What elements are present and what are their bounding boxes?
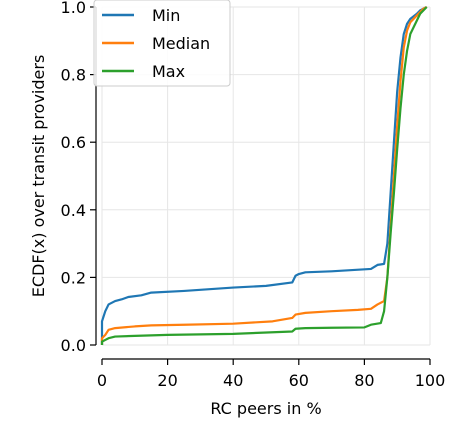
- y-ticks: 0.0 0.2 0.4 0.6 0.8 1.0: [61, 0, 96, 355]
- x-tick-label-3: 60: [289, 371, 309, 390]
- series-line-median: [100, 6, 428, 345]
- x-tick-label-4: 80: [354, 371, 374, 390]
- series-line-max: [100, 6, 428, 345]
- x-ticks: 0 20 40 60 80 100: [97, 359, 445, 390]
- y-tick-label-2: 0.4: [61, 201, 86, 220]
- y-tick-label-0: 0.0: [61, 336, 86, 355]
- legend-label-median: Median: [152, 34, 210, 53]
- legend-label-max: Max: [152, 62, 185, 81]
- series-line-min: [100, 6, 428, 345]
- y-tick-label-5: 1.0: [61, 0, 86, 17]
- x-tick-label-0: 0: [97, 371, 107, 390]
- legend-label-min: Min: [152, 6, 180, 25]
- x-tick-label-5: 100: [415, 371, 446, 390]
- x-axis-title: RC peers in %: [210, 399, 321, 418]
- x-tick-label-2: 40: [223, 371, 243, 390]
- y-tick-label-3: 0.6: [61, 133, 86, 152]
- legend: Min Median Max: [93, 0, 231, 87]
- series-lines: [100, 6, 428, 345]
- legend-box: [93, 0, 231, 87]
- y-tick-label-4: 0.8: [61, 66, 86, 85]
- y-tick-label-1: 0.2: [61, 268, 86, 287]
- y-axis-title: ECDF(x) over transit providers: [29, 55, 48, 298]
- x-tick-label-1: 20: [157, 371, 177, 390]
